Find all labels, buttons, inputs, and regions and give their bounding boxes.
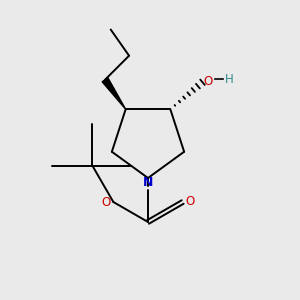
Text: O: O — [101, 196, 110, 208]
Text: O: O — [186, 196, 195, 208]
Text: H: H — [224, 73, 233, 86]
Text: N: N — [143, 176, 153, 188]
Text: O: O — [203, 75, 213, 88]
Polygon shape — [102, 78, 126, 109]
